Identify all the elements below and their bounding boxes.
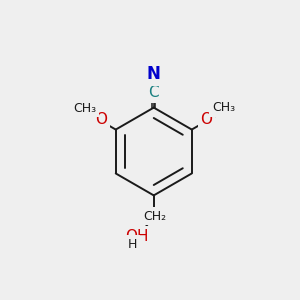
Text: H: H xyxy=(128,238,137,250)
Text: O: O xyxy=(201,112,213,127)
Text: N: N xyxy=(147,65,161,83)
Text: OH: OH xyxy=(125,229,148,244)
Text: C: C xyxy=(148,85,159,100)
Text: CH₃: CH₃ xyxy=(212,101,235,114)
Text: CH₂: CH₂ xyxy=(143,210,167,223)
Text: CH₃: CH₃ xyxy=(74,102,97,115)
Text: O: O xyxy=(95,112,107,127)
